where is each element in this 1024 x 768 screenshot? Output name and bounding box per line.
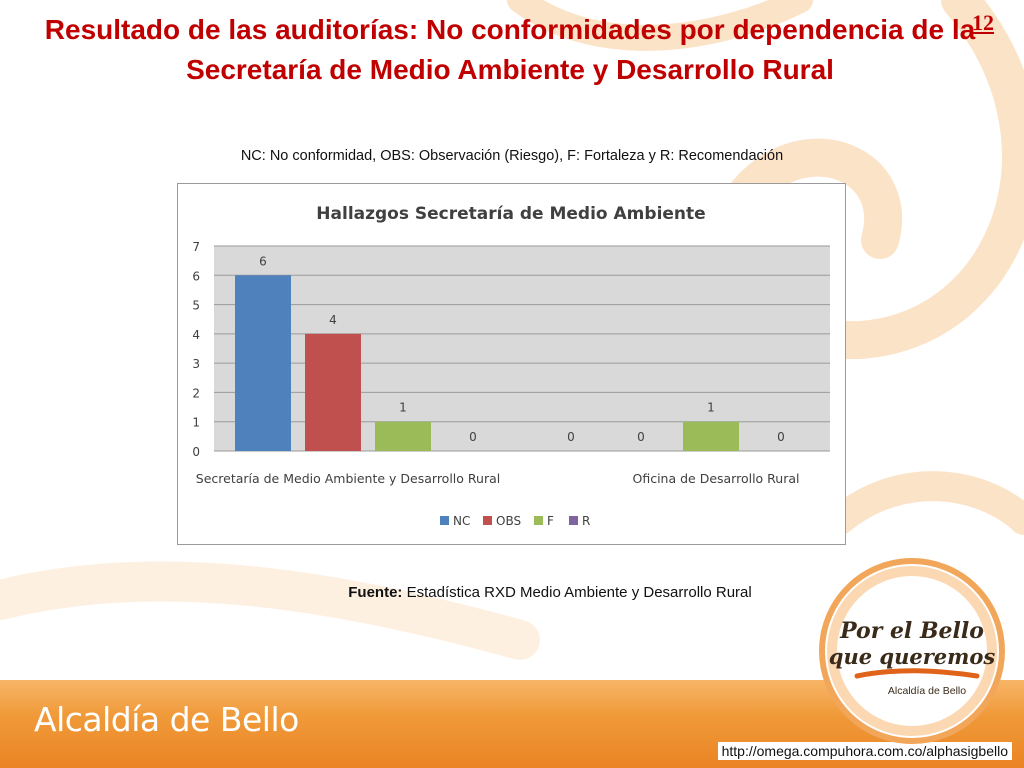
chart-container: Hallazgos Secretaría de Medio Ambiente 0 1… bbox=[177, 183, 846, 545]
data-label-F-1: 1 bbox=[707, 401, 715, 415]
legend-swatch-OBS bbox=[483, 516, 492, 525]
bar-F-0 bbox=[375, 421, 431, 451]
legend-swatch-R bbox=[569, 516, 578, 525]
data-label-R-0: 0 bbox=[469, 430, 477, 444]
source-note: Fuente: Estadística RXD Medio Ambiente y… bbox=[0, 584, 1024, 601]
seal-line3: Alcaldía de Bello bbox=[888, 685, 966, 697]
legend-label-OBS: OBS bbox=[496, 514, 521, 528]
seal-line2: que queremos bbox=[829, 644, 996, 669]
legend-label-R: R bbox=[582, 514, 590, 528]
bar-OBS-0 bbox=[305, 333, 361, 451]
y-tick-label-6: 6 bbox=[192, 269, 200, 283]
y-tick-label-0: 0 bbox=[192, 445, 200, 459]
source-label: Fuente: bbox=[348, 584, 403, 601]
x-category-label-0: Secretaría de Medio Ambiente y Desarroll… bbox=[196, 471, 500, 486]
footer-url[interactable]: http://omega.compuhora.com.co/alphasigbe… bbox=[717, 742, 1012, 760]
slide-title: Resultado de las auditorías: No conformi… bbox=[44, 14, 976, 85]
data-label-F-0: 1 bbox=[399, 401, 407, 415]
legend-swatch-NC bbox=[440, 516, 449, 525]
legend-label-F: F bbox=[547, 514, 554, 528]
page-number: 12 bbox=[972, 10, 994, 35]
legend-swatch-F bbox=[534, 516, 543, 525]
y-tick-label-5: 5 bbox=[192, 299, 200, 313]
bar-NC-0 bbox=[235, 275, 291, 451]
y-tick-label-7: 7 bbox=[192, 240, 200, 254]
seal-line1: Por el Bello bbox=[839, 618, 984, 644]
seal-logo: Por el Bello que queremos Alcaldía de Be… bbox=[819, 558, 1005, 744]
y-tick-label-2: 2 bbox=[192, 386, 200, 400]
legend-label-NC: NC bbox=[453, 514, 470, 528]
source-text: Estadística RXD Medio Ambiente y Desarro… bbox=[402, 584, 752, 601]
footer-logo: Alcaldía de Bello bbox=[34, 700, 299, 739]
legend-note: NC: No conformidad, OBS: Observación (Ri… bbox=[240, 148, 784, 164]
y-tick-label-4: 4 bbox=[192, 328, 200, 342]
bar-F-1 bbox=[683, 421, 739, 451]
chart-title: Hallazgos Secretaría de Medio Ambiente bbox=[316, 204, 705, 224]
data-label-NC-0: 6 bbox=[259, 254, 267, 268]
bar-chart: Hallazgos Secretaría de Medio Ambiente 0 1… bbox=[192, 204, 830, 528]
data-label-NC-1: 0 bbox=[567, 430, 575, 444]
y-tick-label-1: 1 bbox=[192, 416, 200, 430]
data-label-OBS-0: 4 bbox=[329, 313, 337, 327]
x-category-label-1: Oficina de Desarrollo Rural bbox=[632, 471, 799, 486]
data-label-OBS-1: 0 bbox=[637, 430, 645, 444]
data-label-R-1: 0 bbox=[777, 430, 785, 444]
y-tick-label-3: 3 bbox=[192, 357, 200, 371]
